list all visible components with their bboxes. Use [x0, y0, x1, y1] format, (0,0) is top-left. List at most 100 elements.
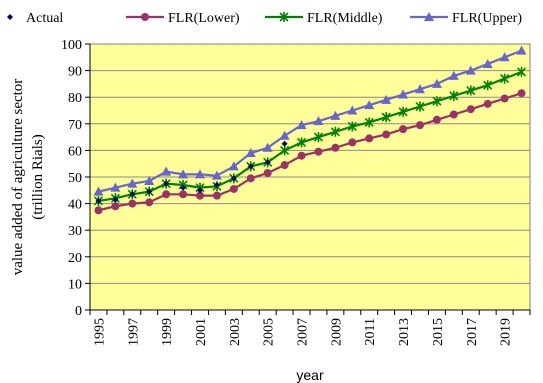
data-point [499, 52, 510, 62]
data-point [110, 182, 121, 192]
data-point [314, 147, 323, 156]
y-tick-label: 20 [68, 251, 82, 266]
data-point [112, 196, 119, 203]
data-point [500, 94, 509, 103]
legend-label: Actual [26, 11, 63, 26]
data-point [179, 190, 188, 199]
data-point [145, 198, 154, 207]
data-point [364, 100, 375, 110]
x-tick-label: 2009 [329, 318, 344, 346]
data-point [398, 89, 409, 99]
data-point [180, 184, 187, 191]
data-point [264, 159, 271, 166]
data-point [466, 105, 475, 114]
y-tick-label: 100 [61, 38, 82, 53]
x-tick-label: 2019 [499, 318, 514, 346]
data-point [141, 13, 149, 21]
series-line [98, 70, 522, 203]
data-point [517, 89, 526, 98]
data-point [449, 90, 459, 101]
data-point [449, 110, 458, 119]
data-point [483, 80, 493, 91]
data-point [416, 121, 424, 130]
data-point [330, 110, 341, 120]
series-flr-upper [93, 45, 527, 196]
y-tick-label: 80 [68, 91, 82, 106]
series [93, 45, 527, 215]
grid [90, 70, 530, 284]
data-point [129, 191, 136, 198]
data-point [482, 58, 493, 68]
data-point [432, 115, 441, 124]
data-point [195, 169, 205, 179]
data-point [432, 96, 442, 107]
data-point [500, 73, 510, 84]
data-point [94, 206, 103, 215]
data-point [229, 184, 238, 193]
data-point [111, 202, 120, 211]
data-point [415, 101, 425, 112]
data-point [127, 178, 138, 188]
data-point [347, 105, 358, 115]
data-point [197, 187, 203, 194]
data-point [347, 121, 357, 132]
x-tick-label: 1997 [126, 318, 141, 346]
data-point [448, 70, 459, 80]
data-point [465, 65, 476, 75]
data-point [211, 170, 222, 180]
x-tick-label: 2007 [296, 318, 311, 346]
legend-item: FLR(Upper) [410, 11, 522, 26]
data-point [161, 166, 172, 176]
data-point [144, 175, 155, 185]
x-tick-label: 1995 [92, 318, 107, 346]
data-point [279, 12, 289, 22]
data-point [516, 66, 527, 77]
series-actual [95, 140, 288, 204]
data-point [213, 181, 220, 188]
y-axis-label-line2: (trillion Rials) [30, 134, 46, 219]
x-tick-label: 2003 [228, 318, 243, 346]
data-point [146, 188, 153, 195]
data-point [262, 142, 273, 152]
x-tick-label: 2017 [465, 318, 480, 346]
x-tick-label: 1999 [160, 318, 175, 346]
data-point [313, 116, 324, 126]
y-tick-label: 40 [68, 198, 82, 213]
data-point [212, 191, 221, 200]
data-point [296, 120, 307, 130]
data-point [163, 180, 170, 187]
data-point [281, 140, 288, 147]
x-tick-label: 2013 [397, 318, 412, 346]
data-point [415, 84, 425, 94]
data-point [365, 134, 374, 143]
data-point [348, 138, 357, 147]
data-point [516, 45, 527, 55]
data-point [331, 143, 340, 152]
data-point [297, 151, 306, 160]
data-point [381, 94, 392, 104]
data-point [178, 169, 189, 179]
legend: Actual FLR(Lower) FLR(Middle) FLR(Upper) [7, 11, 522, 26]
data-point [424, 12, 434, 21]
data-point [330, 126, 340, 137]
data-point [483, 99, 492, 108]
x-axis-label: year [296, 367, 324, 383]
data-point [128, 199, 137, 208]
x-tick-label: 2015 [431, 318, 446, 346]
data-point [313, 132, 324, 143]
data-point [296, 137, 307, 148]
legend-item: FLR(Lower) [126, 11, 240, 26]
data-point [398, 106, 408, 117]
data-point [93, 186, 104, 196]
x-tick-label: 2011 [363, 318, 378, 345]
y-tick-label: 30 [68, 224, 82, 239]
data-point [230, 175, 237, 182]
data-point [7, 14, 13, 20]
data-point [279, 130, 290, 140]
legend-label: FLR(Middle) [307, 11, 383, 26]
x-tick-label: 2005 [262, 318, 277, 346]
legend-label: FLR(Lower) [168, 11, 240, 26]
data-point [162, 190, 171, 199]
y-tick-label: 50 [68, 171, 82, 186]
